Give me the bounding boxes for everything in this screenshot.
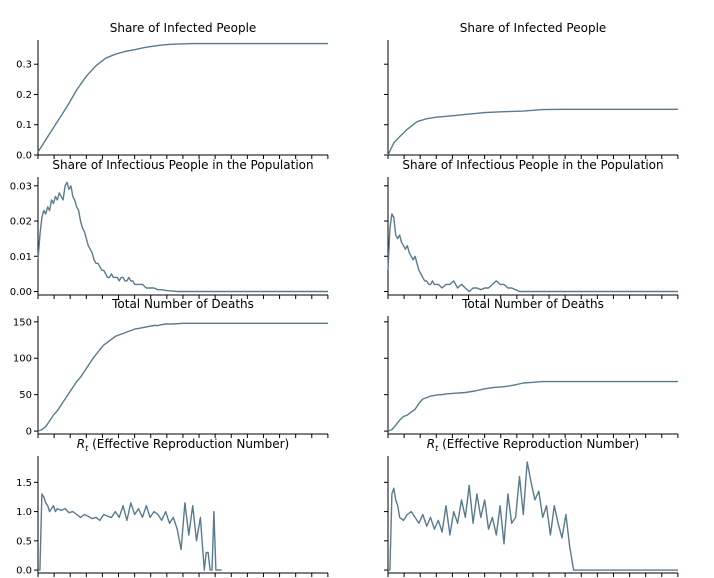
- series-line: [387, 108, 678, 156]
- y-tick-label: 0.5: [16, 536, 32, 547]
- panel-title: Share of Infected People: [110, 21, 257, 35]
- series-line: [387, 380, 678, 432]
- title-rest: (Effective Reproduction Number): [438, 437, 639, 451]
- panel-infectious-right: Share of Infectious People in the Popula…: [384, 158, 679, 299]
- series-line: [38, 493, 222, 571]
- panel-title: Total Number of Deaths: [461, 297, 604, 311]
- panel-title: Share of Infectious People in the Popula…: [402, 158, 663, 172]
- series-line: [388, 461, 678, 571]
- series-line: [387, 213, 678, 293]
- y-tick-label: 100: [13, 354, 32, 365]
- panel-infected-left: Share of Infected People 0.0 0.1 0.2 0.3: [16, 21, 329, 162]
- panel-title: Share of Infected People: [460, 21, 607, 35]
- panel-infected-right: Share of Infected People: [384, 21, 679, 159]
- panel-title: Rt (Effective Reproduction Number): [427, 437, 639, 453]
- title-rest: (Effective Reproduction Number): [88, 437, 289, 451]
- title-symbol: R: [427, 437, 435, 451]
- y-tick-label: 0.1: [16, 120, 32, 131]
- panel-title: Share of Infectious People in the Popula…: [52, 158, 313, 172]
- series-line: [37, 181, 328, 293]
- y-tick-label: 50: [19, 390, 32, 401]
- y-tick-label: 0.00: [10, 287, 32, 298]
- y-tick-label: 0.03: [10, 181, 32, 192]
- y-tick-label: 0: [26, 427, 32, 438]
- y-tick-label: 0.02: [10, 217, 32, 228]
- y-tick-label: 1.0: [16, 507, 32, 518]
- y-tick-label: 0.01: [10, 252, 32, 263]
- y-tick-label: 0.0: [16, 566, 32, 577]
- y-tick-label: 0.3: [16, 60, 32, 71]
- panel-rt-left: Rt (Effective Reproduction Number) 0.0 0.5…: [16, 437, 329, 577]
- y-tick-label: 0.2: [16, 90, 32, 101]
- y-tick-label: 150: [13, 317, 32, 328]
- panel-deaths-left: Total Number of Deaths 0 50 100 150: [13, 297, 329, 438]
- series-line: [37, 42, 328, 153]
- series-line: [37, 322, 328, 432]
- panel-rt-right: Rt (Effective Reproduction Number): [384, 437, 679, 577]
- panel-title: Total Number of Deaths: [111, 297, 254, 311]
- panel-infectious-left: Share of Infectious People in the Popula…: [10, 158, 329, 299]
- panels: Share of Infected People0.00.10.20.3Shar…: [10, 21, 679, 577]
- y-tick-label: 1.5: [16, 478, 32, 489]
- y-tick-label: 0.0: [16, 151, 32, 162]
- panel-title: Rt (Effective Reproduction Number): [77, 437, 289, 453]
- panel-deaths-right: Total Number of Deaths: [384, 297, 679, 438]
- title-subscript: t: [435, 444, 439, 453]
- title-subscript: t: [85, 444, 89, 453]
- title-symbol: R: [77, 437, 85, 451]
